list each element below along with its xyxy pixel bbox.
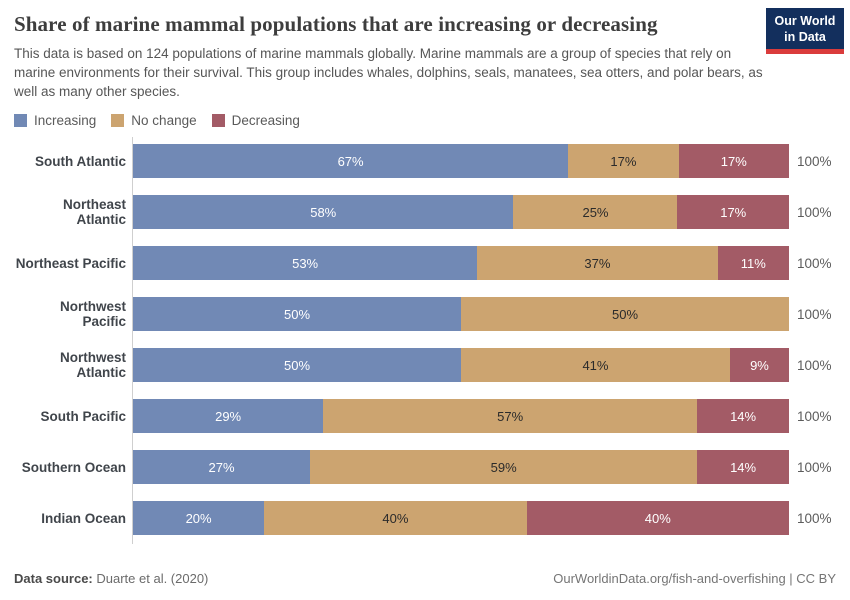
chart-row: Northeast Pacific 53% 37% 11% 100% (14, 246, 836, 280)
legend-swatch-no-change (111, 114, 125, 127)
total-label: 100% (797, 306, 832, 322)
legend: Increasing No change Decreasing (14, 113, 836, 128)
bar-segment-no-change[interactable]: 59% (310, 450, 698, 484)
bar-segment-decreasing[interactable]: 11% (717, 246, 789, 280)
chart-row: South Atlantic 67% 17% 17% 100% (14, 144, 836, 178)
bar-segment-no-change[interactable]: 37% (477, 246, 718, 280)
stacked-bar: 27% 59% 14% (133, 450, 790, 484)
stacked-bar-chart: South Atlantic 67% 17% 17% 100% Northeast … (14, 137, 836, 544)
legend-item-decreasing[interactable]: Decreasing (211, 113, 300, 128)
data-source-value: Duarte et al. (2020) (96, 571, 209, 586)
bar-segment-decreasing[interactable]: 40% (526, 501, 790, 535)
bar-segment-increasing[interactable]: 67% (133, 144, 569, 178)
legend-label: No change (131, 113, 197, 128)
stacked-bar: 29% 57% 14% (133, 399, 789, 433)
data-source: Data source: Duarte et al. (2020) (14, 571, 208, 586)
bar-segment-decreasing[interactable]: 17% (677, 195, 789, 229)
stacked-bar: 67% 17% 17% (133, 144, 790, 178)
bar-segment-increasing[interactable]: 58% (133, 195, 514, 229)
category-label: South Atlantic (35, 153, 126, 169)
chart-row: South Pacific 29% 57% 14% 100% (14, 399, 836, 433)
page-title: Share of marine mammal populations that … (14, 12, 658, 36)
stacked-bar: 50% 41% 9% (133, 348, 789, 382)
bar-segment-no-change[interactable]: 17% (568, 144, 679, 178)
stacked-bar: 50% 50% (133, 297, 789, 331)
total-label: 100% (797, 255, 832, 271)
total-label: 100% (797, 510, 832, 526)
data-source-label: Data source: (14, 571, 93, 586)
total-label: 100% (797, 459, 832, 475)
bar-segment-increasing[interactable]: 29% (133, 399, 324, 433)
bar-segment-no-change[interactable]: 40% (264, 501, 527, 535)
owid-logo: Our World in Data (766, 8, 844, 54)
category-label: Northeast Pacific (15, 255, 126, 271)
legend-label: Increasing (34, 113, 97, 128)
owid-url-link[interactable]: OurWorldinData.org/fish-and-overfishing … (553, 571, 836, 586)
bar-segment-no-change[interactable]: 25% (513, 195, 678, 229)
bar-segment-increasing[interactable]: 27% (133, 450, 311, 484)
total-label: 100% (797, 153, 832, 169)
chart-subtitle: This data is based on 124 populations of… (14, 46, 763, 99)
bar-segment-decreasing[interactable]: 14% (697, 450, 790, 484)
bar-segment-no-change[interactable]: 41% (461, 348, 730, 382)
chart-row: Indian Ocean 20% 40% 40% 100% (14, 501, 836, 535)
category-label: Southern Ocean (21, 459, 126, 475)
legend-item-increasing[interactable]: Increasing (14, 113, 96, 128)
total-label: 100% (797, 357, 832, 373)
bar-segment-decreasing[interactable]: 9% (729, 348, 789, 382)
total-label: 100% (797, 204, 832, 220)
total-label: 100% (797, 408, 832, 424)
chart-row: Northeast Atlantic 58% 25% 17% 100% (14, 195, 836, 229)
owid-logo-line2: in Data (784, 30, 826, 44)
bar-segment-decreasing[interactable]: 17% (678, 144, 790, 178)
chart-row: Northwest Atlantic 50% 41% 9% 100% (14, 348, 836, 382)
bar-segment-decreasing[interactable]: 14% (697, 399, 789, 433)
owid-logo-line1: Our World (774, 14, 836, 28)
chart-row: Southern Ocean 27% 59% 14% 100% (14, 450, 836, 484)
legend-item-no-change[interactable]: No change (111, 113, 197, 128)
bar-segment-no-change[interactable]: 50% (461, 297, 789, 331)
legend-label: Decreasing (231, 113, 300, 128)
chart-row: Northwest Pacific 50% 50% 100% (14, 297, 836, 331)
category-label: Northwest Atlantic (59, 350, 126, 380)
bar-segment-increasing[interactable]: 20% (133, 501, 265, 535)
stacked-bar: 53% 37% 11% (133, 246, 789, 280)
bar-segment-no-change[interactable]: 57% (323, 399, 698, 433)
category-label: Indian Ocean (41, 510, 126, 526)
category-label: Northwest Pacific (59, 299, 126, 329)
y-axis-line (132, 137, 133, 544)
bar-segment-increasing[interactable]: 50% (133, 297, 461, 331)
legend-swatch-increasing (14, 114, 27, 127)
bar-segment-increasing[interactable]: 50% (133, 348, 461, 382)
stacked-bar: 58% 25% 17% (133, 195, 789, 229)
category-label: Northeast Atlantic (62, 197, 126, 227)
legend-swatch-decreasing (211, 114, 225, 127)
bar-segment-increasing[interactable]: 53% (133, 246, 478, 280)
category-label: South Pacific (40, 408, 126, 424)
stacked-bar: 20% 40% 40% (133, 501, 790, 535)
chart-footer: Data source: Duarte et al. (2020) OurWor… (14, 571, 836, 588)
